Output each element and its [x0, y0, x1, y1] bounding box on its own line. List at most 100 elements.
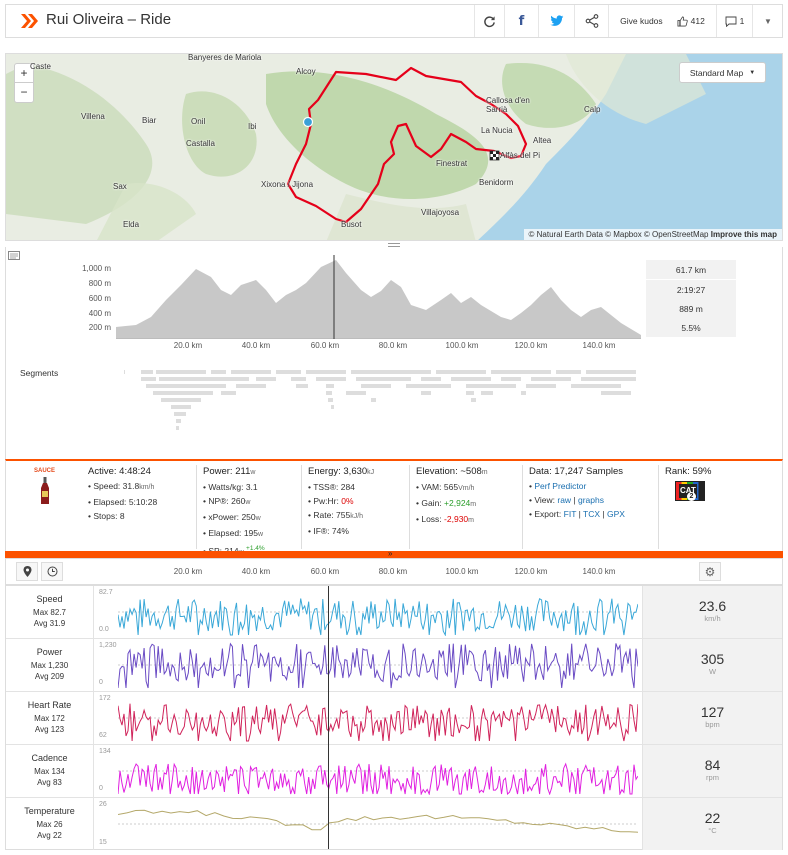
vam-value: 565	[443, 482, 459, 492]
stream-y-min: 0	[99, 679, 103, 686]
energy-title: Energy:	[308, 466, 341, 477]
pwhr-value: 0%	[341, 496, 354, 506]
give-kudos-button[interactable]: Give kudos 412	[608, 5, 716, 37]
panel-collapse-bar[interactable]: »	[5, 549, 783, 558]
stream-trace	[118, 597, 638, 636]
segments-chart[interactable]	[121, 368, 641, 443]
active-stats: Active: 4:48:24 • Speed: 31.8km/h • Elap…	[88, 466, 158, 521]
stream-trace	[118, 703, 638, 742]
tss-label: TSS®:	[313, 482, 339, 492]
share-facebook-button[interactable]: f	[504, 5, 538, 37]
refresh-button[interactable]	[474, 5, 504, 37]
view-graphs-link[interactable]: graphs	[578, 495, 604, 505]
map-attribution: © Natural Earth Data © Mapbox © OpenStre…	[523, 229, 782, 240]
refresh-icon	[484, 15, 495, 27]
activity-title: Rui Oliveira – Ride	[46, 11, 172, 28]
stream-row-speed[interactable]: Speed Max 82.7 Avg 31.9 82.7 0.0 23.6 km/h	[6, 586, 782, 639]
power-elapsed-label: Elapsed:	[208, 528, 242, 538]
stream-row-power[interactable]: Power Max 1,230 Avg 209 1,230 0 305 W	[6, 639, 782, 692]
share-icon	[585, 14, 598, 28]
share-button[interactable]	[574, 5, 608, 37]
stats-divider	[409, 465, 410, 549]
elevation-x-tick: 120.0 km	[514, 341, 548, 350]
map-label: Callosa d'en Sarrià	[486, 96, 530, 114]
stream-value: 23.6	[698, 598, 727, 614]
stream-max: Max 1,230	[30, 661, 69, 670]
stream-y-min: 0	[99, 785, 103, 792]
view-raw-link[interactable]: raw	[557, 495, 572, 505]
elapsed-value: 5:10:28	[128, 497, 158, 507]
stream-x-tick: 20.0 km	[173, 567, 203, 576]
elevation-stats: Elevation: ~508m • VAM: 565Vm/h • Gain: …	[416, 466, 488, 524]
stream-y-min: 0.0	[99, 626, 109, 633]
stats-divider	[658, 465, 659, 549]
comments-button[interactable]: 1	[716, 5, 752, 37]
gain-unit: m	[470, 501, 477, 508]
zoom-in-button[interactable]: +	[15, 64, 33, 83]
export-gpx-link[interactable]: GPX	[606, 509, 625, 519]
export-label: Export:	[534, 509, 562, 519]
stream-label: Heart Rate Max 172 Avg 123	[6, 692, 94, 744]
rank-stats: Rank: 59% CAT 2	[665, 465, 711, 501]
map-type-selector[interactable]: Standard Map ▼	[679, 62, 766, 83]
heart-rate-stream-chart[interactable]	[118, 694, 638, 742]
gain-value: +2,924	[444, 498, 471, 508]
share-twitter-button[interactable]	[538, 5, 574, 37]
tss-value: 284	[340, 482, 355, 492]
export-fit-link[interactable]: FIT	[563, 509, 577, 519]
stream-unit: °C	[708, 826, 717, 835]
speed-stream-chart[interactable]	[118, 588, 638, 636]
stream-value: 84	[704, 757, 721, 773]
data-stats: Data: 17,247 Samples • Perf Predictor • …	[529, 466, 625, 519]
improve-map-link[interactable]: Improve this map	[710, 230, 777, 239]
route-map[interactable]: + − Standard Map ▼ Banyeres de Mariola A…	[5, 53, 783, 241]
zoom-out-button[interactable]: −	[20, 85, 28, 99]
stream-unit: km/h	[704, 614, 721, 623]
streams-toolbar: 20.0 km 40.0 km 60.0 km 80.0 km 100.0 km…	[5, 558, 783, 585]
elevation-toggle-icon[interactable]	[8, 251, 20, 260]
cadence-stream-chart[interactable]	[118, 747, 638, 795]
map-marker-toggle[interactable]	[16, 562, 38, 581]
power-avg: 211	[235, 466, 251, 477]
elevation-profile-chart[interactable]	[116, 255, 641, 339]
xpower-label: xPower:	[208, 512, 240, 522]
elevation-unit: m	[481, 469, 488, 476]
power-stream-chart[interactable]	[118, 641, 638, 689]
map-label: Benidorm	[479, 178, 514, 187]
speed-label: Speed:	[93, 481, 121, 491]
map-label: Calp	[584, 105, 601, 114]
elevation-x-tick: 80.0 km	[378, 341, 408, 350]
streams-panel: Speed Max 82.7 Avg 31.9 82.7 0.0 23.6 km/h…	[5, 585, 783, 850]
map-pin-icon	[23, 566, 31, 577]
sp-value: 214	[224, 546, 238, 556]
elevation-y-tick: 200 m	[88, 323, 111, 332]
stream-y-max: 134	[99, 748, 111, 755]
stream-settings-button[interactable]: ⚙	[699, 562, 721, 581]
sauce-stats-panel: SAUCE Active: 4:48:24 • Speed: 31.8km/h …	[5, 459, 783, 556]
stream-row-cadence[interactable]: Cadence Max 134 Avg 83 134 0 84 rpm	[6, 745, 782, 798]
data-title: Data:	[529, 466, 552, 477]
stream-x-tick: 120.0 km	[514, 567, 548, 576]
if-value: 74%	[331, 526, 349, 536]
elevation-x-tick: 100.0 km	[445, 341, 479, 350]
wkg-value: 3.1	[245, 482, 258, 492]
rate-unit: kJ/h	[350, 513, 364, 520]
stream-row-temperature[interactable]: Temperature Max 26 Avg 22 26 15 22 °C	[6, 798, 782, 851]
map-label: Finestrat	[436, 159, 468, 168]
stream-row-heart-rate[interactable]: Heart Rate Max 172 Avg 123 172 62 127 bpm	[6, 692, 782, 745]
map-label: Ibi	[248, 122, 257, 131]
map-resize-handle[interactable]	[388, 243, 400, 247]
stream-max: Max 134	[34, 767, 65, 776]
np-unit: w	[245, 499, 251, 506]
vam-unit: Vm/h	[458, 485, 475, 492]
temperature-stream-chart[interactable]	[118, 800, 638, 848]
data-samples: 17,247 Samples	[554, 466, 624, 477]
map-label: Onil	[191, 117, 206, 126]
stream-name: Speed	[36, 594, 63, 604]
perf-predictor-link[interactable]: Perf Predictor	[534, 481, 587, 491]
export-tcx-link[interactable]: TCX	[583, 509, 601, 519]
time-axis-toggle[interactable]	[41, 562, 63, 581]
more-actions-button[interactable]: ▼	[752, 5, 783, 37]
power-unit: w	[250, 469, 256, 476]
clock-icon	[47, 566, 57, 577]
